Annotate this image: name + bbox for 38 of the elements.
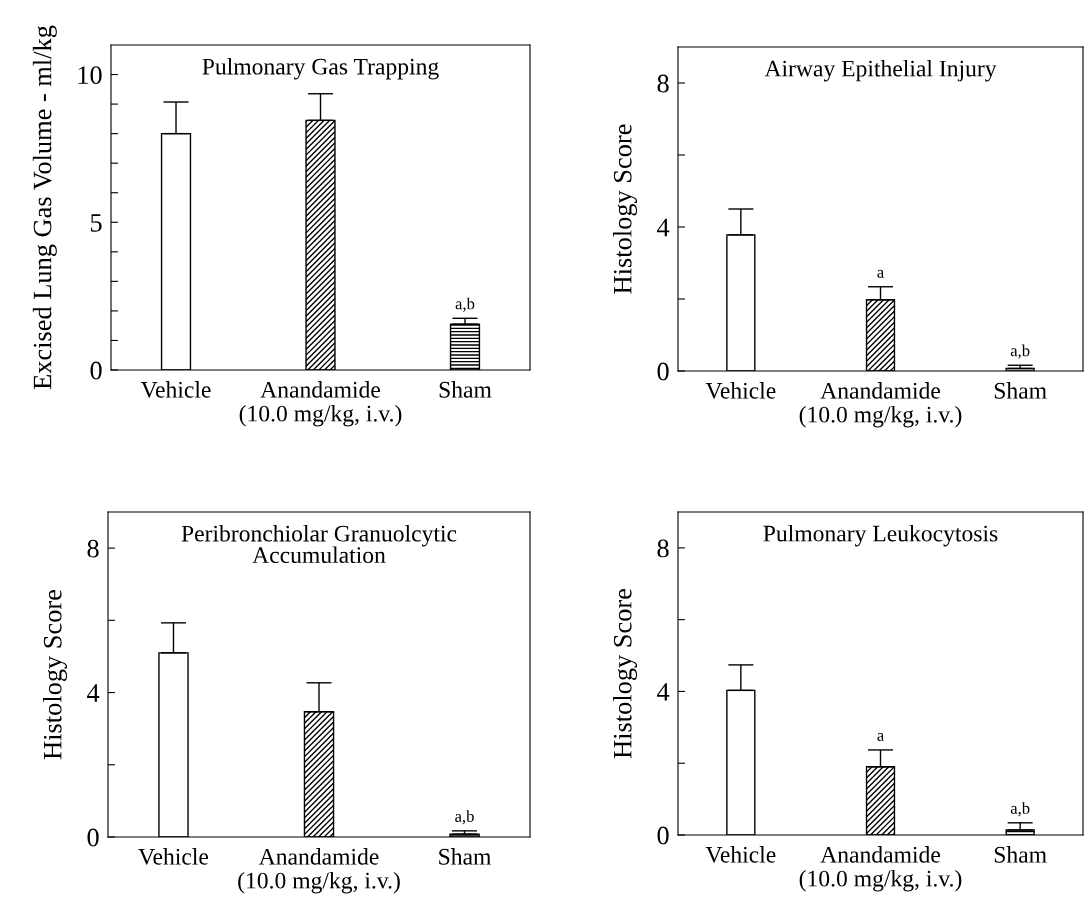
y-axis-title: Histology Score [43, 590, 68, 760]
x-tick-label: Anandamide (10.0 mg/kg, i.v.) [799, 382, 962, 428]
data-label: a,b [455, 810, 474, 825]
y-axis-title: Histology Score [613, 124, 638, 294]
x-tick-label: Anandamide (10.0 mg/kg, i.v.) [239, 381, 402, 427]
data-label: a [877, 733, 884, 741]
x-tick-label: Sham [439, 381, 492, 398]
y-tick-label: 4 [86, 684, 100, 702]
data-label: a [877, 269, 884, 278]
y-axis-title: Excised Lung Gas Volume - ml/kg [32, 25, 57, 390]
text: Pulmonary Leukocytosis [763, 524, 998, 547]
text: Peribronchiolar Granuolcytic Accumulation [181, 525, 457, 564]
y-tick-label: 0 [90, 361, 102, 380]
x-tick-label: Vehicle [705, 846, 776, 863]
x-tick-label: Vehicle [140, 381, 211, 398]
y-tick-label: 0 [87, 828, 99, 847]
y-tick-label: 8 [657, 74, 669, 93]
x-tick-label: Sham [439, 848, 492, 865]
x-tick-label: Vehicle [138, 848, 209, 865]
x-tick-label: Anandamide (10.0 mg/kg, i.v.) [238, 848, 400, 894]
x-tick-label: Anandamide (10.0 mg/kg, i.v.) [799, 846, 962, 892]
data-label: a,b [455, 297, 475, 312]
x-tick-label: Sham [994, 846, 1047, 863]
x-tick-label: Vehicle [705, 382, 776, 399]
y-tick-label: 10 [78, 66, 102, 84]
y-tick-label: 4 [656, 218, 670, 237]
y-tick-label: 0 [657, 362, 669, 381]
x-tick-label: Sham [994, 382, 1047, 399]
y-tick-label: 0 [657, 826, 669, 845]
text: Pulmonary Gas Trapping [202, 58, 439, 80]
y-tick-label: 8 [657, 539, 669, 558]
text: Airway Epithelial Injury [764, 59, 997, 82]
y-tick-label: 4 [656, 683, 670, 701]
data-label: a,b [1010, 344, 1030, 359]
y-tick-label: 8 [87, 539, 99, 558]
y-tick-label: 5 [91, 214, 102, 232]
y-axis-title: Histology Score [613, 589, 638, 759]
data-label: a,b [1010, 802, 1030, 817]
